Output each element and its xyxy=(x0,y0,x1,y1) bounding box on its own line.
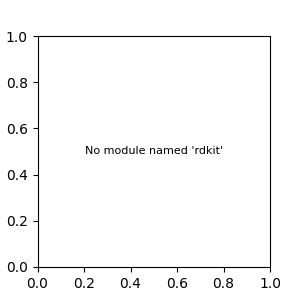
Text: No module named 'rdkit': No module named 'rdkit' xyxy=(85,146,223,157)
